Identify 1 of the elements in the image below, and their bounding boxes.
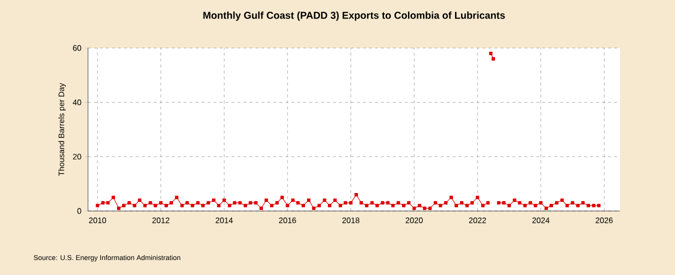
chart-title: Monthly Gulf Coast (PADD 3) Exports to Colombia of Lubricants bbox=[203, 12, 505, 21]
